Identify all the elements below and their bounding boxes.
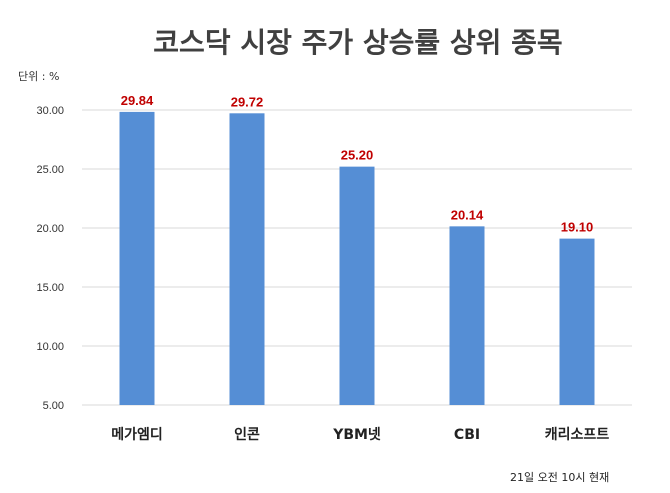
data-label: 19.10: [561, 220, 594, 235]
chart-title: 코스닥 시장 주가 상승률 상위 종목: [153, 26, 562, 59]
category-label: YBM넷: [332, 426, 381, 443]
bars: [119, 111, 595, 405]
data-label: 20.14: [451, 207, 484, 222]
y-tick-label: 30.00: [36, 105, 64, 117]
bar: [449, 226, 485, 405]
data-labels: 29.84 29.72 25.20 20.14 19.10: [121, 93, 594, 235]
y-tick-label: 25.00: [36, 164, 64, 176]
y-tick-label: 5.00: [43, 400, 64, 412]
y-tick-label: 10.00: [36, 341, 64, 353]
category-label: 메가엠디: [111, 427, 163, 443]
y-tick-label: 15.00: [36, 282, 64, 294]
bar: [339, 166, 375, 405]
y-axis-ticks: 5.00 10.00 15.00 20.00 25.00 30.00: [36, 105, 64, 412]
x-axis-categories: 메가엠디 인콘 YBM넷 CBI 캐리소프트: [111, 426, 609, 443]
unit-label: 단위 : %: [18, 70, 59, 83]
bar: [559, 238, 595, 405]
data-label: 29.72: [231, 94, 264, 109]
footnote: 21일 오전 10시 현재: [510, 470, 609, 484]
data-label: 25.20: [341, 148, 374, 163]
category-label: 캐리소프트: [545, 427, 610, 443]
data-label: 29.84: [121, 93, 154, 108]
bar: [229, 113, 265, 405]
bar: [119, 111, 155, 405]
category-label: CBI: [454, 427, 480, 443]
category-label: 인콘: [234, 426, 260, 443]
y-tick-label: 20.00: [36, 223, 64, 235]
